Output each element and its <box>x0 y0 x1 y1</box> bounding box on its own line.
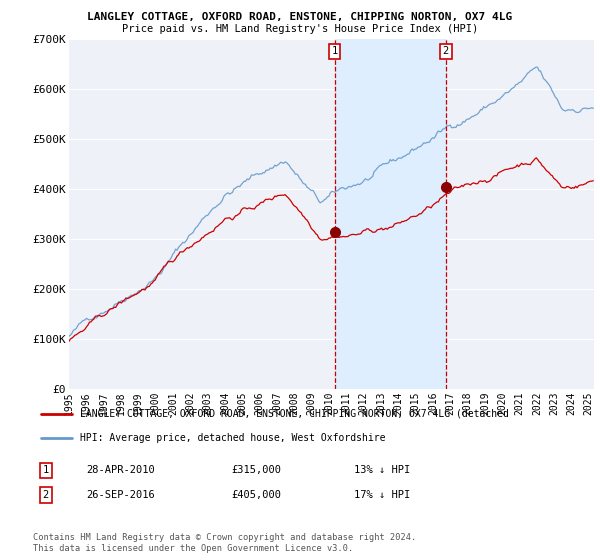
Text: 13% ↓ HPI: 13% ↓ HPI <box>353 465 410 475</box>
Text: 2: 2 <box>443 46 449 56</box>
Bar <box>335 39 446 389</box>
Text: £315,000: £315,000 <box>231 465 281 475</box>
Text: 2: 2 <box>43 490 49 500</box>
Text: £405,000: £405,000 <box>231 490 281 500</box>
Text: Price paid vs. HM Land Registry's House Price Index (HPI): Price paid vs. HM Land Registry's House … <box>122 24 478 34</box>
Text: HPI: Average price, detached house, West Oxfordshire: HPI: Average price, detached house, West… <box>80 433 386 443</box>
Text: 1: 1 <box>331 46 338 56</box>
Text: Contains HM Land Registry data © Crown copyright and database right 2024.
This d: Contains HM Land Registry data © Crown c… <box>33 533 416 553</box>
Text: 26-SEP-2016: 26-SEP-2016 <box>86 490 155 500</box>
Text: LANGLEY COTTAGE, OXFORD ROAD, ENSTONE, CHIPPING NORTON, OX7 4LG: LANGLEY COTTAGE, OXFORD ROAD, ENSTONE, C… <box>88 12 512 22</box>
Text: 28-APR-2010: 28-APR-2010 <box>86 465 155 475</box>
Text: 17% ↓ HPI: 17% ↓ HPI <box>353 490 410 500</box>
Text: 1: 1 <box>43 465 49 475</box>
Text: LANGLEY COTTAGE, OXFORD ROAD, ENSTONE, CHIPPING NORTON, OX7 4LG (detached: LANGLEY COTTAGE, OXFORD ROAD, ENSTONE, C… <box>80 409 509 419</box>
